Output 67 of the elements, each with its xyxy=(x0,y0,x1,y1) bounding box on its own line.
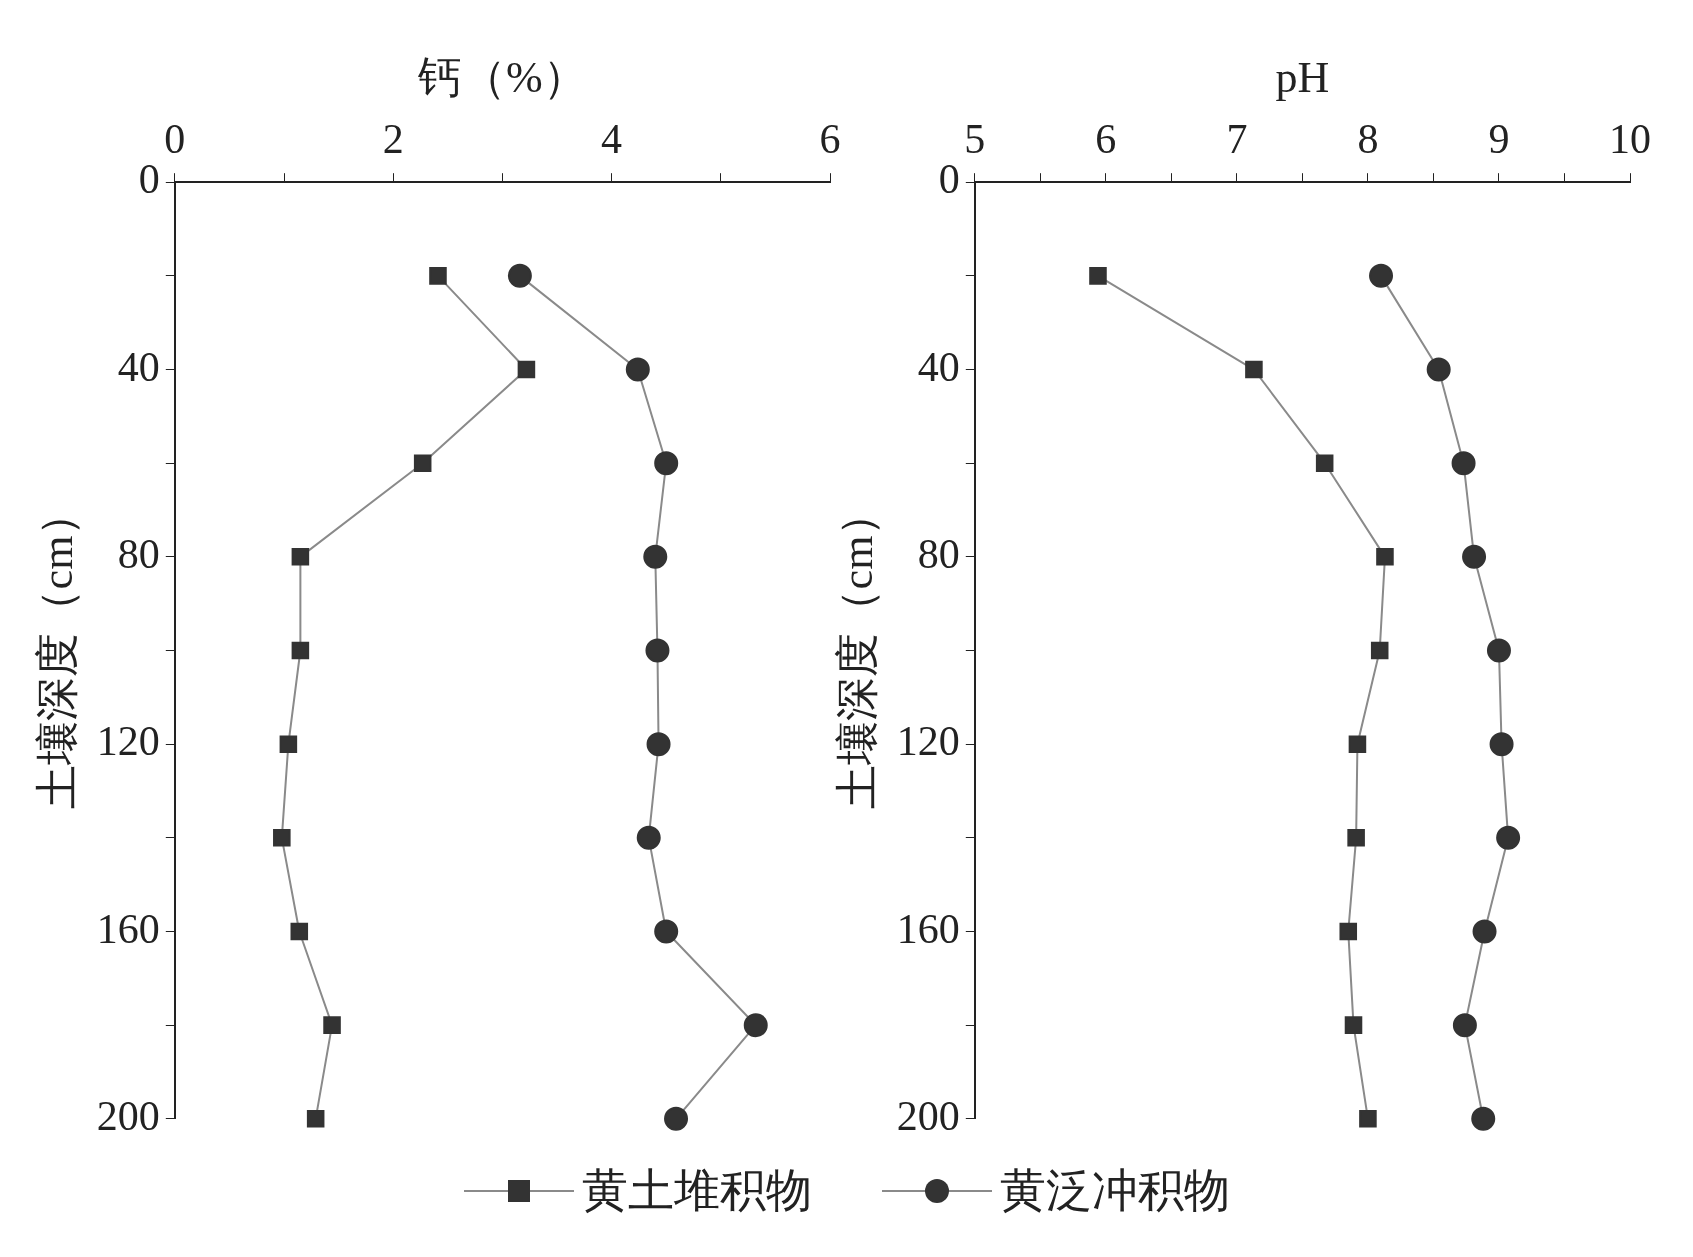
point xyxy=(743,1013,768,1038)
y-tick-label: 80 xyxy=(917,530,960,577)
point xyxy=(306,1110,325,1128)
y-tick-label: 120 xyxy=(896,718,960,765)
point xyxy=(654,451,679,476)
point xyxy=(1315,454,1334,472)
x-tick-label: 10 xyxy=(1609,116,1651,163)
x-axis-title: 钙（%） xyxy=(417,52,587,102)
point xyxy=(1339,922,1358,941)
x-tick-label: 6 xyxy=(1095,116,1117,163)
point xyxy=(643,544,668,569)
x-axis-title: pH xyxy=(1275,52,1330,102)
point xyxy=(664,1106,689,1131)
y-tick-label: 120 xyxy=(96,718,160,765)
y-tick-label: 80 xyxy=(117,530,160,577)
point xyxy=(654,919,679,944)
point xyxy=(636,825,661,850)
point xyxy=(1471,1106,1496,1131)
point xyxy=(413,454,432,472)
point xyxy=(1347,829,1365,847)
x-tick-label: 2 xyxy=(382,116,404,163)
point xyxy=(1489,732,1514,757)
point xyxy=(517,360,536,379)
point xyxy=(507,263,532,288)
y-tick-label: 0 xyxy=(138,156,160,203)
point xyxy=(1344,1016,1363,1034)
point xyxy=(323,1016,341,1034)
x-tick-label: 5 xyxy=(964,116,986,163)
point xyxy=(273,829,291,847)
point xyxy=(645,638,670,663)
point xyxy=(646,732,671,757)
y-axis-title: 土壤深度（cm） xyxy=(832,491,882,810)
point xyxy=(429,267,447,285)
point xyxy=(1452,1013,1477,1038)
point xyxy=(1359,1110,1377,1128)
point xyxy=(1451,451,1476,476)
point xyxy=(1245,360,1263,379)
point xyxy=(1370,641,1389,660)
x-tick-label: 7 xyxy=(1226,116,1248,163)
x-tick-label: 6 xyxy=(819,116,841,163)
point xyxy=(625,357,650,382)
point xyxy=(1376,548,1394,566)
point xyxy=(1426,357,1451,382)
y-axis-title: 土壤深度（cm） xyxy=(32,491,82,810)
point xyxy=(1472,919,1497,944)
point xyxy=(279,735,298,753)
point xyxy=(1348,735,1367,753)
point xyxy=(1369,263,1394,288)
legend-label: 黄土堆积物 xyxy=(581,1164,812,1218)
y-tick-label: 200 xyxy=(896,1092,960,1139)
y-tick-label: 0 xyxy=(938,156,960,203)
y-tick-label: 160 xyxy=(96,905,160,952)
y-tick-label: 40 xyxy=(117,343,160,390)
point xyxy=(291,548,310,566)
point xyxy=(1486,638,1511,663)
point xyxy=(1089,267,1107,285)
point xyxy=(291,641,310,660)
y-tick-label: 200 xyxy=(96,1092,160,1139)
x-tick-label: 9 xyxy=(1488,116,1510,163)
point xyxy=(1496,825,1521,850)
point xyxy=(1462,544,1487,569)
point xyxy=(290,922,309,941)
x-tick-label: 8 xyxy=(1357,116,1379,163)
y-tick-label: 40 xyxy=(917,343,960,390)
legend-label: 黄泛冲积物 xyxy=(999,1164,1230,1218)
y-tick-label: 160 xyxy=(896,905,960,952)
x-tick-label: 4 xyxy=(601,116,623,163)
